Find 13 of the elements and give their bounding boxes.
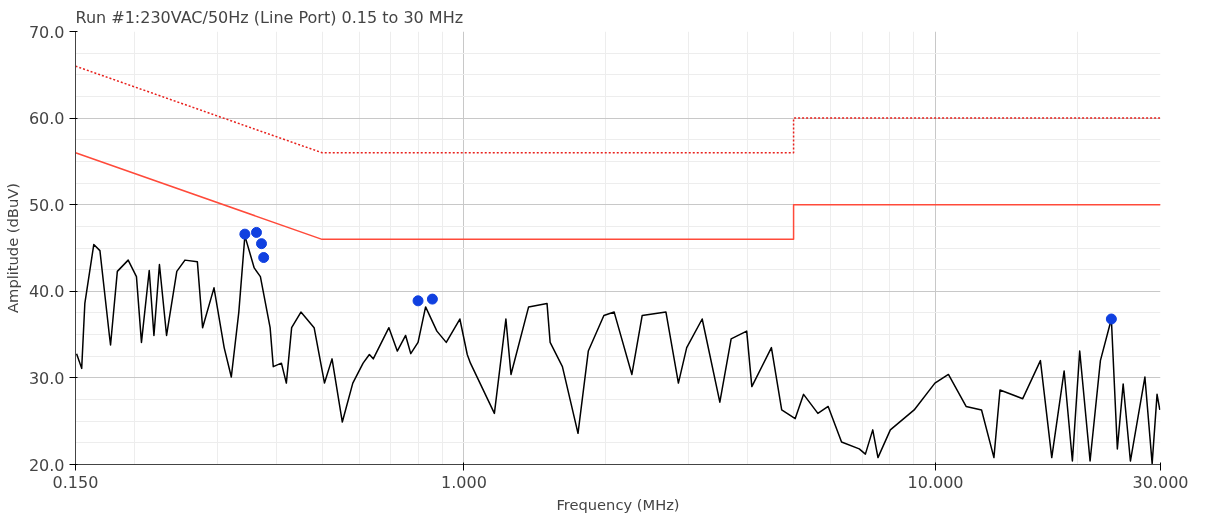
x-tick-label: 1.000	[441, 472, 487, 492]
y-tick-label: 30.0	[28, 368, 65, 388]
y-tick-label: 50.0	[28, 195, 65, 215]
y-tick-label: 60.0	[28, 109, 65, 129]
y-tick-label: 70.0	[28, 22, 65, 42]
x-tick-label: 0.150	[52, 472, 99, 492]
x-tick-label: 10.000	[907, 472, 964, 492]
y-axis-title: Amplitude (dBuV)	[3, 183, 21, 313]
x-tick-label: 30.000	[1132, 472, 1189, 492]
x-axis-title: Frequency (MHz)	[556, 495, 680, 513]
chart-title: Run #1:230VAC/50Hz (Line Port) 0.15 to 30 MHz	[75, 7, 464, 27]
y-tick-label: 20.0	[28, 455, 65, 475]
y-tick-label: 40.0	[28, 282, 65, 302]
